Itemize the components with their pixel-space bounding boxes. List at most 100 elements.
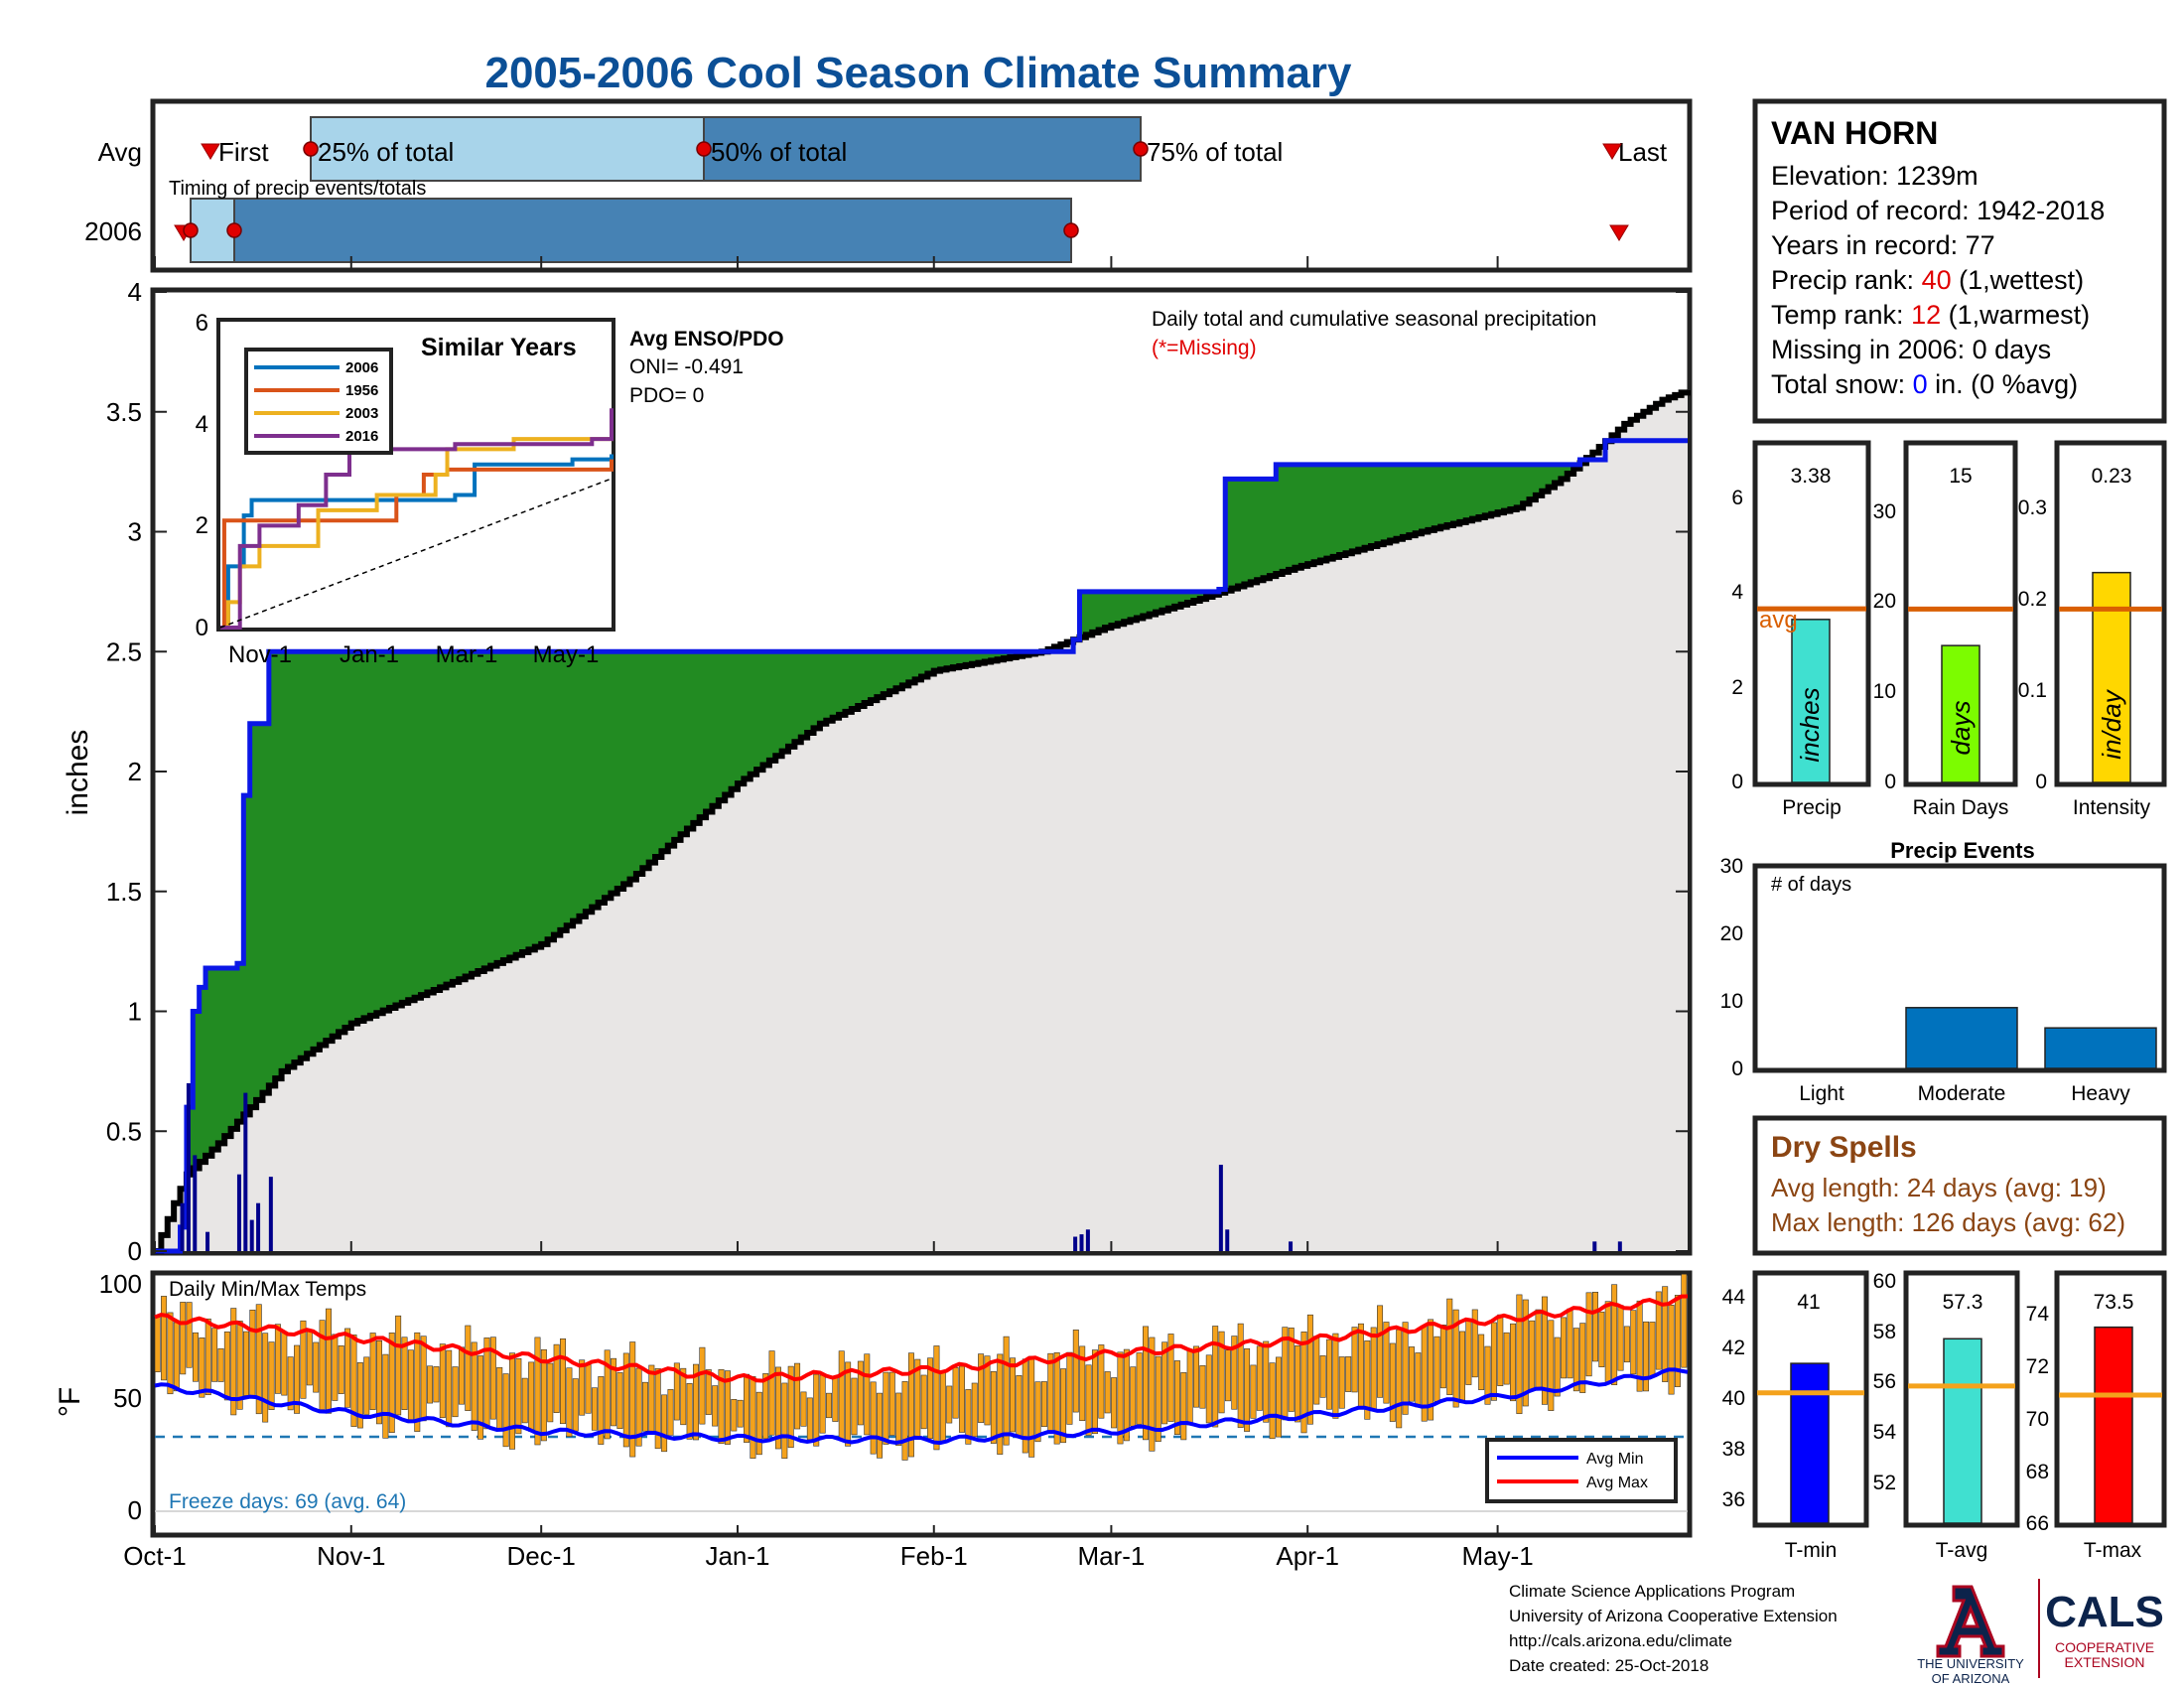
temp-bar-25 xyxy=(313,1341,320,1393)
tavg-bar xyxy=(1943,1337,1982,1524)
precip-ytick-6: 6 xyxy=(1731,487,1743,509)
temps-panel: Daily Min/Max Temps Freeze days: 69 (avg… xyxy=(54,1269,1693,1538)
temp-bar-52 xyxy=(483,1337,490,1430)
temp-bar-211 xyxy=(1490,1322,1497,1401)
temp-bar-48 xyxy=(458,1346,465,1405)
temp-bar-2 xyxy=(167,1312,174,1395)
temp-bar-175 xyxy=(1263,1340,1270,1423)
temp-bar-79 xyxy=(654,1368,661,1450)
temp-bar-3 xyxy=(173,1322,180,1392)
temp-bar-216 xyxy=(1522,1299,1529,1407)
temp-bar-65 xyxy=(566,1367,573,1437)
temp-bar-29 xyxy=(338,1344,344,1394)
above-average-area xyxy=(186,440,1612,1175)
temp-bar-201 xyxy=(1428,1319,1434,1421)
temp-bar-177 xyxy=(1275,1356,1282,1438)
tmin-panel: 41 T-min 36 38 40 42 44 xyxy=(1722,1270,1869,1562)
temp-bar-132 xyxy=(990,1371,997,1444)
temp-bar-202 xyxy=(1433,1336,1440,1402)
temps-ytick-50: 50 xyxy=(113,1383,142,1413)
temp-bar-0 xyxy=(154,1317,161,1373)
precip-ytick-label: 1.5 xyxy=(106,877,142,907)
station-info: VAN HORN Elevation: 1239m Period of reco… xyxy=(1752,98,2167,424)
avg-q50-marker xyxy=(696,141,712,157)
temp-bar-118 xyxy=(901,1381,908,1461)
temp-bar-238 xyxy=(1662,1286,1669,1382)
precip-panel: 0 0.5 1 1.5 2 2.5 3 3.5 4 inches Daily total and… xyxy=(62,277,1693,1266)
temp-bar-135 xyxy=(1010,1357,1017,1433)
daily-precip-bar-16 xyxy=(1617,1241,1622,1251)
temp-bar-199 xyxy=(1415,1352,1422,1408)
temp-bar-36 xyxy=(382,1353,389,1439)
temp-bar-39 xyxy=(401,1336,408,1411)
temp-bar-67 xyxy=(579,1359,586,1416)
avg-max-line xyxy=(154,1294,1689,1383)
temp-bar-140 xyxy=(1040,1381,1047,1427)
daily-precip-bar-1 xyxy=(186,1082,191,1251)
temp-bar-179 xyxy=(1288,1328,1295,1412)
daily-precip-bar-11 xyxy=(1085,1229,1090,1251)
temp-bar-59 xyxy=(528,1361,535,1432)
month-axis: Oct-1 Nov-1 Dec-1 Jan-1 Feb-1 Mar-1 Apr-1 May-1 xyxy=(123,256,1534,1571)
temp-bar-181 xyxy=(1300,1332,1307,1434)
month-tick-label: Oct-1 xyxy=(123,1541,187,1571)
month-tick-label: Jan-1 xyxy=(705,1541,769,1571)
temp-bar-213 xyxy=(1503,1332,1510,1385)
temp-bar-66 xyxy=(572,1378,579,1432)
avg-q25-q50-bar xyxy=(310,116,705,182)
temp-bar-46 xyxy=(446,1349,453,1428)
temp-bar-168 xyxy=(1218,1331,1225,1414)
station-name: VAN HORN xyxy=(1771,115,1938,151)
precip-ytick-label: 1 xyxy=(128,997,142,1027)
temp-bar-91 xyxy=(731,1399,738,1432)
similar-avg-line xyxy=(219,478,613,629)
temp-bar-54 xyxy=(496,1366,503,1429)
temp-bar-236 xyxy=(1649,1322,1656,1376)
temp-bar-139 xyxy=(1034,1381,1041,1443)
temp-bar-134 xyxy=(1003,1336,1010,1446)
temp-bar-226 xyxy=(1585,1292,1592,1377)
temp-bar-150 xyxy=(1104,1371,1111,1414)
temp-bar-41 xyxy=(414,1332,421,1432)
temp-bar-62 xyxy=(547,1362,554,1423)
month-tick-label: Nov-1 xyxy=(317,1541,385,1571)
temp-bar-93 xyxy=(744,1373,751,1443)
temp-bar-147 xyxy=(1085,1364,1092,1436)
temp-bar-209 xyxy=(1478,1334,1485,1390)
avg-last-marker xyxy=(1602,143,1622,160)
temp-bar-75 xyxy=(629,1341,636,1458)
enso-title: Avg ENSO/PDO xyxy=(629,328,784,351)
temp-bar-57 xyxy=(515,1358,522,1435)
rain-days-ytick-20: 20 xyxy=(1873,590,1896,613)
temp-bar-89 xyxy=(718,1369,725,1445)
enso-pdo: PDO= 0 xyxy=(629,384,704,407)
temp-bar-188 xyxy=(1345,1356,1352,1392)
temp-bar-141 xyxy=(1047,1352,1054,1432)
temp-bar-6 xyxy=(192,1332,199,1382)
temp-bar-197 xyxy=(1402,1322,1409,1415)
legend-1956-label: 1956 xyxy=(345,382,378,399)
temp-bar-114 xyxy=(877,1392,884,1459)
temp-bar-20 xyxy=(281,1332,288,1396)
temp-bar-220 xyxy=(1548,1320,1555,1411)
footer: Climate Science Applications Program Uni… xyxy=(1509,1582,1838,1675)
tmax-xlabel: T-max xyxy=(2084,1539,2142,1562)
month-tick-label: Mar-1 xyxy=(1077,1541,1145,1571)
temp-bar-15 xyxy=(249,1309,256,1398)
temp-bar-4 xyxy=(180,1302,187,1375)
heavy-label: Heavy xyxy=(2071,1082,2130,1105)
tavg-ytick-60: 60 xyxy=(1873,1270,1896,1293)
footer-line2: University of Arizona Cooperative Extens… xyxy=(1509,1607,1838,1625)
temp-bar-5 xyxy=(186,1302,193,1368)
rain-days-xlabel: Rain Days xyxy=(1913,796,2009,819)
tmin-ytick-42: 42 xyxy=(1722,1336,1745,1359)
timing-row-2006-label: 2006 xyxy=(84,216,142,246)
enso-oni: ONI= -0.491 xyxy=(629,355,744,378)
daily-precip-bar-8 xyxy=(268,1177,273,1251)
tavg-panel: 57.3 T-avg 52 54 56 58 60 xyxy=(1873,1270,2020,1562)
temp-bar-43 xyxy=(427,1365,434,1404)
temp-bar-195 xyxy=(1389,1342,1396,1422)
temp-bar-77 xyxy=(641,1381,648,1432)
daily-precip-bar-3 xyxy=(205,1231,210,1251)
temp-bar-28 xyxy=(332,1334,339,1401)
